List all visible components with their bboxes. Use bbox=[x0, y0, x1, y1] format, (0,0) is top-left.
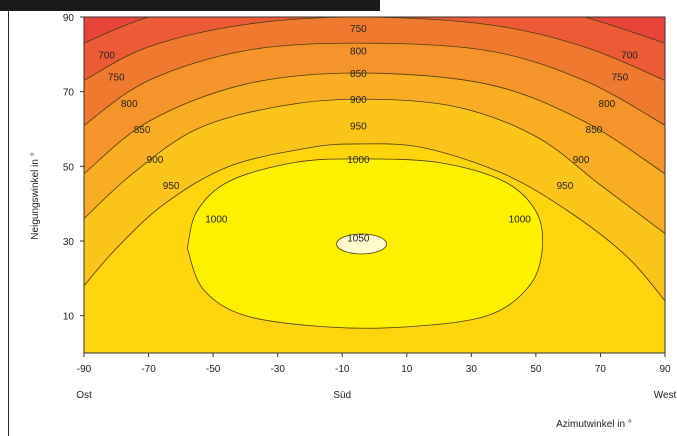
left-rule bbox=[8, 11, 9, 436]
contour-label-950: 950 bbox=[350, 121, 367, 132]
x-tick-label: -30 bbox=[270, 364, 285, 375]
x-axis-title: Azimutwinkel in ° bbox=[556, 419, 632, 430]
y-tick-label: 50 bbox=[63, 162, 75, 173]
x-tick-label: -90 bbox=[77, 364, 92, 375]
y-tick-label: 70 bbox=[63, 88, 75, 99]
contour-label-950: 950 bbox=[163, 181, 180, 192]
x-tick-label: -50 bbox=[206, 364, 221, 375]
x-tick-label: 50 bbox=[530, 364, 542, 375]
y-tick-label: 90 bbox=[63, 13, 75, 24]
top-bar bbox=[0, 0, 380, 11]
contour-label-750: 750 bbox=[611, 73, 628, 84]
y-axis-ticks: 10 30 50 70 90 bbox=[63, 13, 84, 323]
contour-band-1050 bbox=[336, 233, 387, 255]
contour-label-1000: 1000 bbox=[509, 215, 532, 226]
x-tick-label: 70 bbox=[595, 364, 607, 375]
contour-labels: 750 800 850 900 950 1000 1050 700 750 800 850 900 95… bbox=[98, 24, 638, 244]
x-annotation-ost: Ost bbox=[76, 390, 92, 401]
x-tick-label: -70 bbox=[141, 364, 156, 375]
contour-label-900: 900 bbox=[573, 155, 590, 166]
contour-label-850: 850 bbox=[586, 125, 603, 136]
contour-label-1000: 1000 bbox=[347, 155, 370, 166]
contour-label-700: 700 bbox=[621, 50, 638, 61]
contour-label-850: 850 bbox=[350, 69, 367, 80]
contour-label-1050: 1050 bbox=[347, 233, 370, 244]
contour-label-900: 900 bbox=[350, 95, 367, 106]
x-axis-annotations: Ost Süd West bbox=[76, 390, 676, 401]
contour-label-950: 950 bbox=[557, 181, 574, 192]
x-tick-label: 30 bbox=[466, 364, 478, 375]
contour-label-700: 700 bbox=[98, 50, 115, 61]
contour-label-750: 750 bbox=[108, 73, 125, 84]
x-tick-label: -10 bbox=[335, 364, 350, 375]
x-axis-ticks: -90 -70 -50 -30 -10 10 30 50 70 90 bbox=[77, 353, 671, 375]
y-tick-label: 10 bbox=[63, 312, 75, 323]
contour-label-800: 800 bbox=[599, 99, 616, 110]
y-tick-label: 30 bbox=[63, 237, 75, 248]
contour-label-850: 850 bbox=[134, 125, 151, 136]
plot-area bbox=[84, 17, 665, 353]
x-tick-label: 10 bbox=[401, 364, 413, 375]
contour-label-800: 800 bbox=[121, 99, 138, 110]
contour-label-800: 800 bbox=[350, 47, 367, 58]
x-annotation-west: West bbox=[654, 390, 677, 401]
y-axis-title: Neigungswinkel in ° bbox=[30, 152, 41, 239]
contour-label-1000: 1000 bbox=[205, 215, 228, 226]
contour-label-750: 750 bbox=[350, 24, 367, 35]
contour-label-900: 900 bbox=[147, 155, 164, 166]
x-annotation-süd: Süd bbox=[333, 390, 351, 401]
plot-frame bbox=[83, 16, 666, 354]
x-tick-label: 90 bbox=[659, 364, 671, 375]
